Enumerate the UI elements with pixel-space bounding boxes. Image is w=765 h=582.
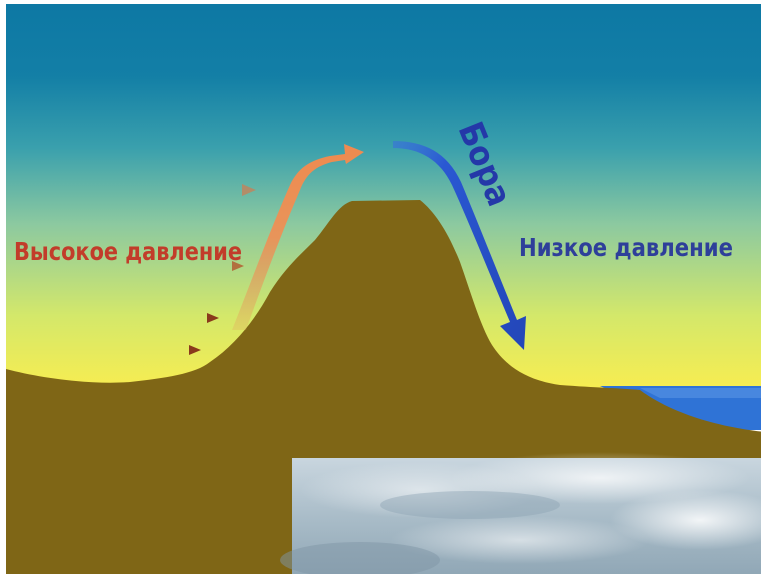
wind-lines [20,184,256,355]
low-pressure-label: Низкое давление [519,233,733,262]
high-pressure-label: Высокое давление [14,237,242,266]
bora-arrow [393,141,526,350]
updraft-arrow [232,144,364,330]
sky-photo-inset [280,452,765,578]
